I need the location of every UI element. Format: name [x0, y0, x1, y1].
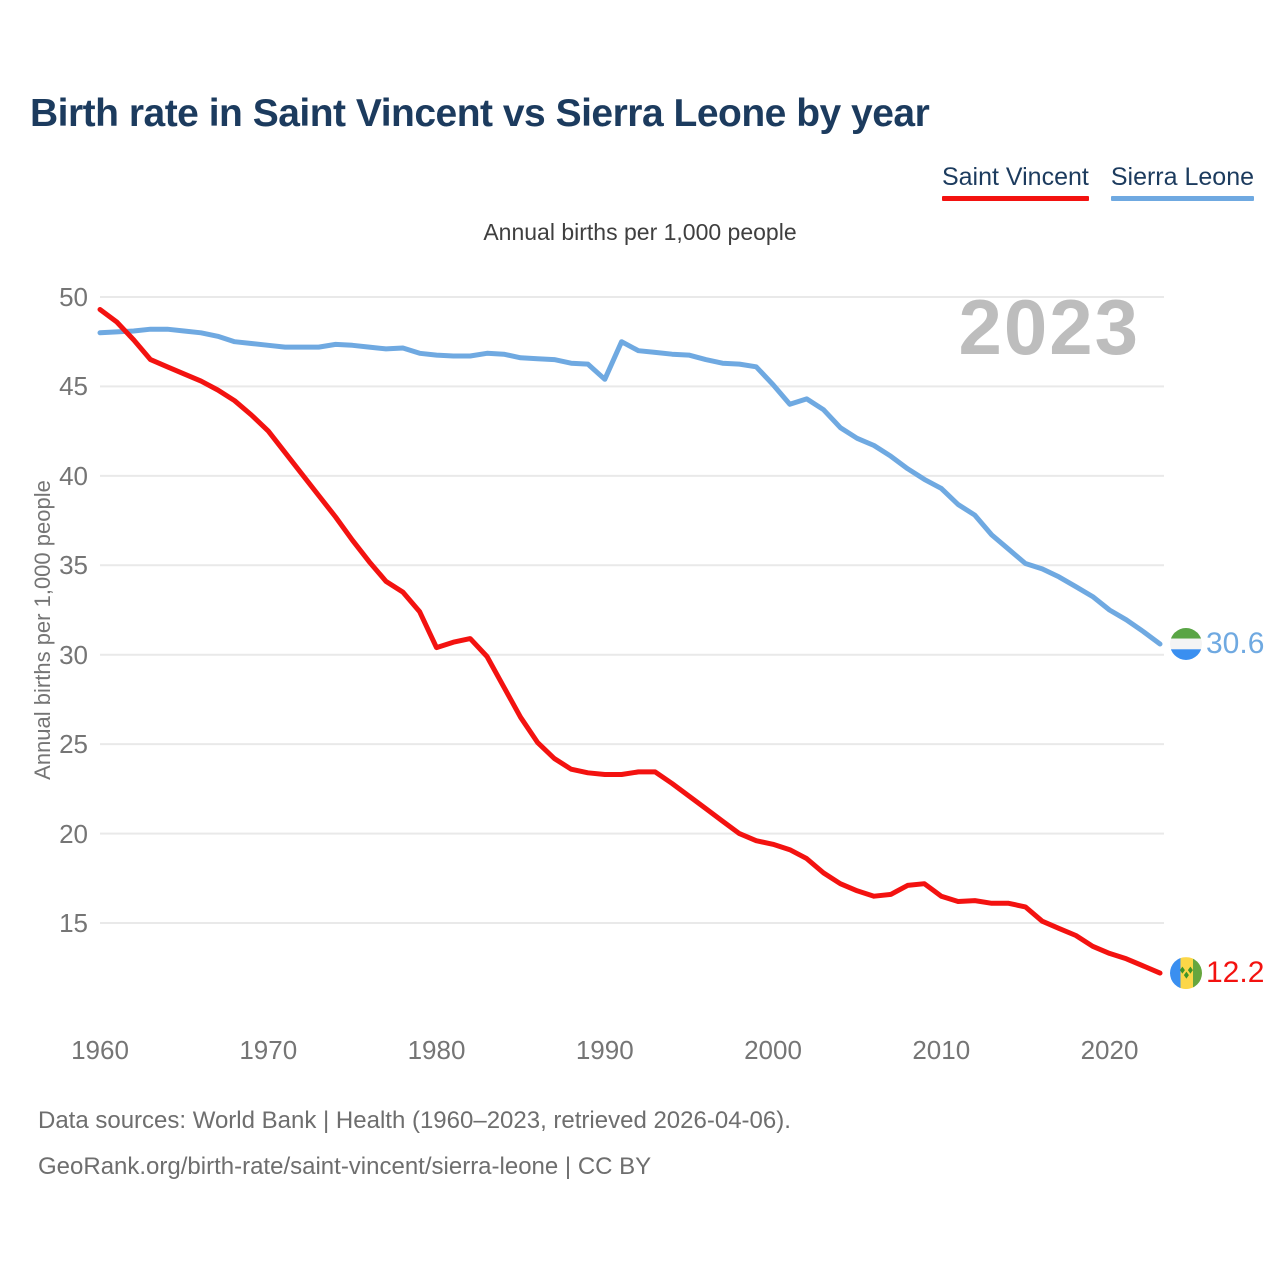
saint-vincent-end-value: 12.2	[1206, 956, 1265, 990]
y-tick-label: 40	[59, 460, 88, 491]
y-tick-label: 35	[59, 550, 88, 581]
y-tick-label: 50	[59, 282, 88, 312]
saint-vincent-flag-icon	[1170, 957, 1202, 990]
x-tick-label: 1960	[71, 1035, 129, 1065]
y-tick-label: 15	[59, 908, 88, 938]
attribution-text: GeoRank.org/birth-rate/saint-vincent/sie…	[38, 1153, 652, 1180]
sierra-leone-flag-icon	[1170, 627, 1202, 660]
legend-label: Saint Vincent	[941, 163, 1089, 191]
x-tick-label: 1990	[575, 1035, 634, 1065]
legend-item-saint-vincent[interactable]: Saint Vincent	[941, 163, 1089, 201]
y-tick-label: 30	[59, 639, 88, 670]
legend-color-bar	[941, 196, 1089, 201]
sierra-leone-end-value: 30.6	[1206, 626, 1265, 660]
saint-vincent-line	[97, 307, 1163, 976]
x-tick-label: 2010	[912, 1035, 971, 1065]
legend: Saint Vincent Sierra Leone	[941, 163, 1254, 201]
legend-label: Sierra Leone	[1110, 163, 1254, 191]
chart-title: Birth rate in Saint Vincent vs Sierra Le…	[30, 92, 930, 135]
y-tick-label: 45	[59, 371, 88, 402]
chart-subtitle: Annual births per 1,000 people	[483, 219, 797, 245]
sierra-leone-line	[97, 326, 1163, 647]
footer: Data sources: World Bank | Health (1960–…	[38, 1098, 791, 1190]
x-tick-label: 2020	[1080, 1035, 1139, 1065]
y-tick-label: 20	[59, 818, 88, 849]
data-source-text: Data sources: World Bank | Health (1960–…	[38, 1107, 791, 1134]
x-tick-label: 1970	[239, 1035, 298, 1065]
x-tick-label: 1980	[407, 1035, 466, 1065]
legend-color-bar	[1110, 196, 1254, 201]
legend-item-sierra-leone[interactable]: Sierra Leone	[1110, 163, 1254, 201]
gridlines	[100, 296, 1164, 924]
x-tick-label: 2000	[744, 1035, 802, 1065]
y-tick-label: 25	[59, 729, 88, 760]
year-watermark: 2023	[958, 283, 1140, 371]
